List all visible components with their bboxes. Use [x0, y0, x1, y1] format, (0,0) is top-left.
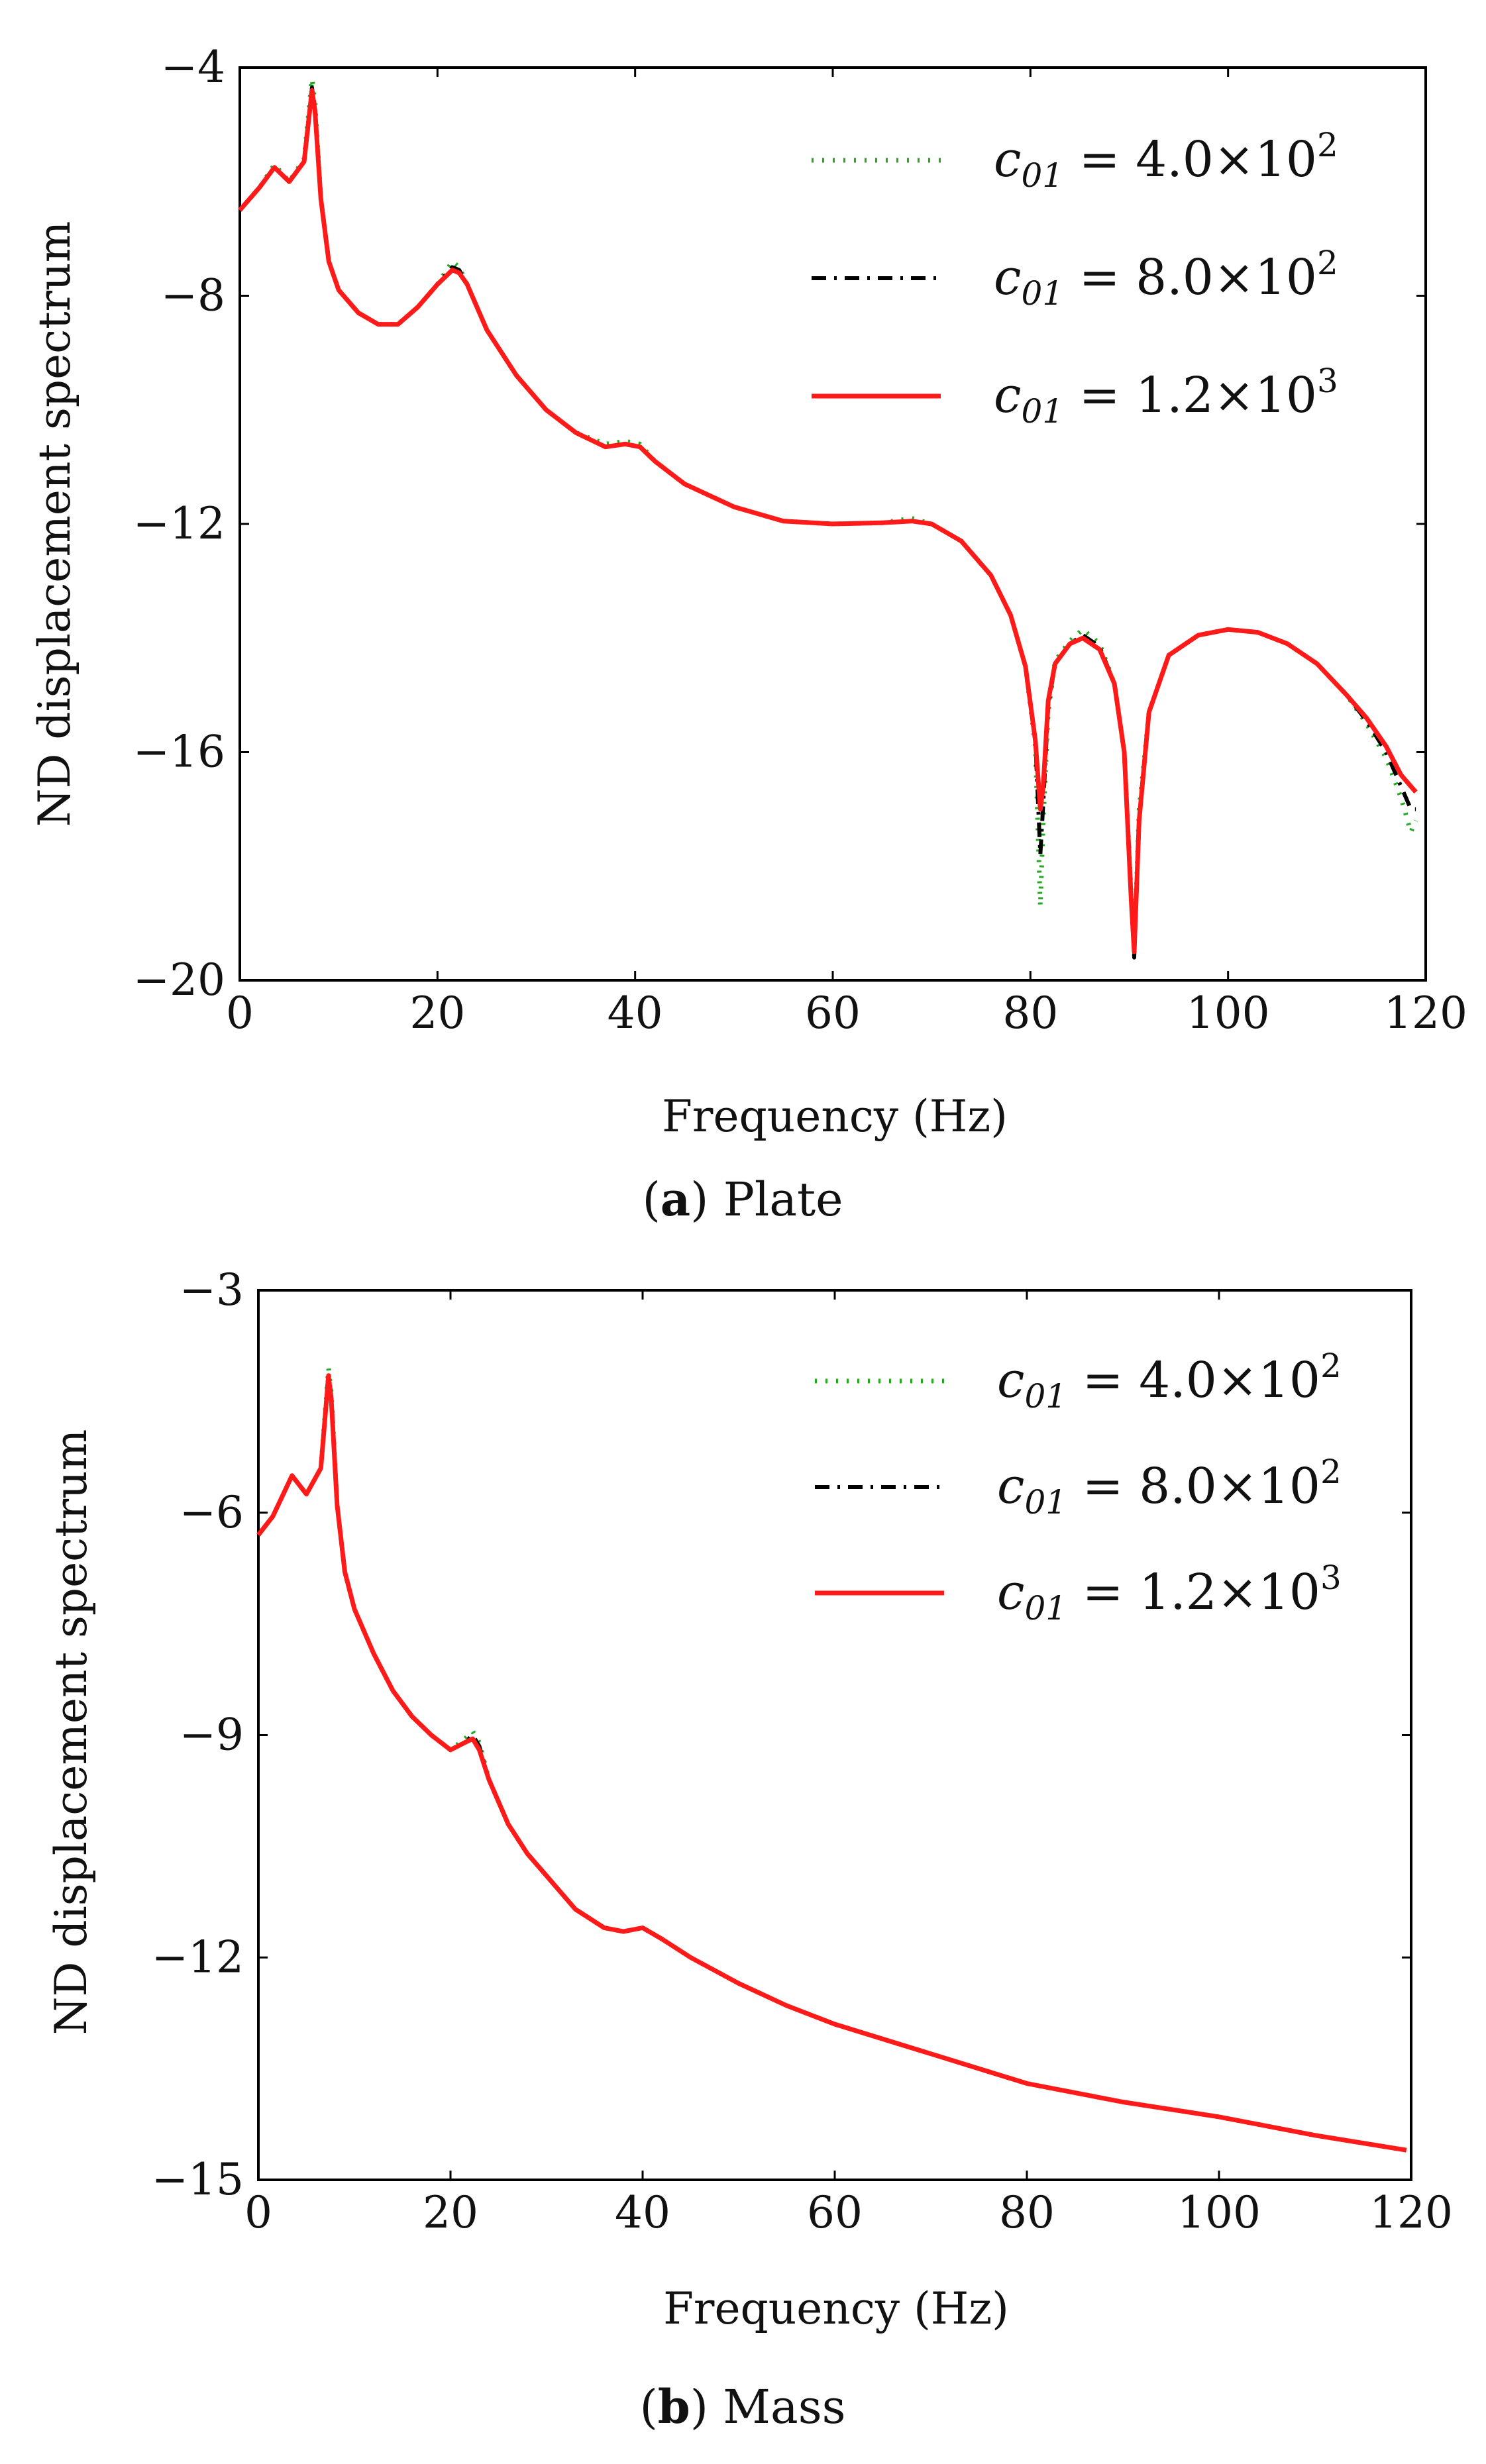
x-axis: 0 20 40 60 80 100 120 — [244, 1290, 1453, 2238]
caption-text: Mass — [708, 2380, 846, 2434]
legend-label-2: c01 = 1.2×103 — [994, 362, 1338, 431]
x-tick-label: 80 — [1002, 988, 1058, 1039]
y-tick-label: −8 — [161, 270, 225, 321]
x-tick-label: 120 — [1384, 988, 1467, 1039]
series-lines — [256, 1366, 1407, 2153]
x-tick-label: 40 — [615, 2187, 670, 2238]
y-tick-label: −9 — [180, 1710, 244, 1761]
y-tick-label: −6 — [180, 1487, 244, 1538]
legend: c01 = 4.0×102 c01 = 8.0×102 c01 = 1.2×103 — [815, 1347, 1342, 1627]
y-tick-label: −3 — [180, 1264, 244, 1315]
x-tick-label: 0 — [244, 2187, 272, 2238]
legend-label-0: c01 = 4.0×102 — [997, 1347, 1342, 1415]
x-tick-label: 0 — [226, 988, 254, 1039]
caption-letter: a — [661, 1172, 690, 1227]
legend-label-0: c01 = 4.0×102 — [994, 126, 1338, 195]
series-line-2 — [256, 1373, 1407, 2153]
y-axis-label: ND displacement spectrum — [29, 221, 80, 827]
panel-mass: 0 20 40 60 80 100 120 −15 −12 −9 −6 −3 Frequency (… — [46, 1264, 1453, 2434]
series-line-2 — [238, 88, 1418, 954]
legend-label-1: c01 = 8.0×102 — [994, 244, 1338, 313]
legend: c01 = 4.0×102 c01 = 8.0×102 c01 = 1.2×103 — [812, 126, 1338, 431]
x-tick-label: 20 — [423, 2187, 478, 2238]
x-tick-label: 40 — [608, 988, 663, 1039]
legend-label-1: c01 = 8.0×102 — [997, 1453, 1342, 1521]
series-line-0 — [238, 76, 1418, 926]
y-axis: −20 −16 −12 −8 −4 — [133, 42, 1426, 1005]
x-tick-label: 120 — [1369, 2187, 1453, 2238]
series-lines — [238, 76, 1418, 960]
x-axis-label: Frequency (Hz) — [662, 1091, 1008, 1142]
x-axis-label: Frequency (Hz) — [663, 2283, 1009, 2334]
caption-letter: b — [658, 2379, 690, 2434]
y-tick-label: −20 — [133, 954, 225, 1005]
x-tick-label: 100 — [1177, 2187, 1261, 2238]
x-axis: 0 20 40 60 80 100 120 — [226, 68, 1467, 1039]
y-tick-label: −15 — [152, 2154, 244, 2205]
y-tick-label: −12 — [133, 498, 225, 549]
y-tick-label: −16 — [133, 727, 225, 778]
x-tick-label: 60 — [805, 988, 861, 1039]
caption-plate: (a) Plate — [642, 1172, 843, 1227]
x-tick-label: 20 — [409, 988, 465, 1039]
y-axis: −15 −12 −9 −6 −3 — [152, 1264, 1411, 2205]
y-tick-label: −12 — [152, 1931, 244, 1982]
panel-plate: 0 20 40 60 80 100 120 −20 −16 −12 −8 −4 Frequency … — [29, 42, 1467, 1227]
caption-text: Plate — [708, 1172, 843, 1227]
x-tick-label: 60 — [807, 2187, 863, 2238]
x-tick-label: 100 — [1187, 988, 1270, 1039]
x-tick-label: 80 — [999, 2187, 1055, 2238]
y-axis-label: ND displacement spectrum — [46, 1429, 97, 2035]
caption-mass: (b) Mass — [639, 2379, 845, 2434]
y-tick-label: −4 — [161, 42, 225, 93]
legend-label-2: c01 = 1.2×103 — [997, 1559, 1342, 1627]
